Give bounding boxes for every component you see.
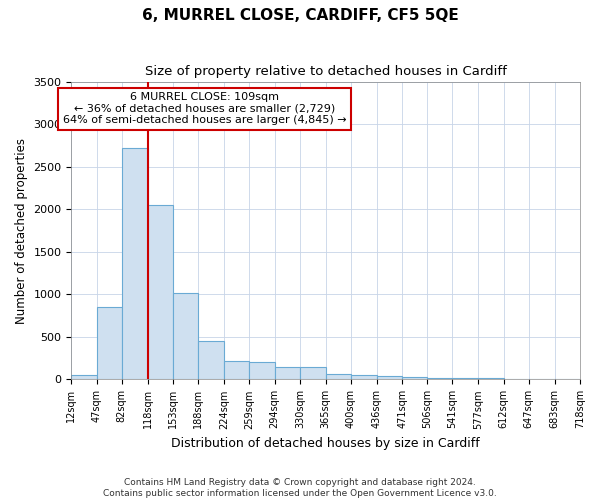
Bar [452,378,478,380]
Text: Contains HM Land Registry data © Crown copyright and database right 2024.
Contai: Contains HM Land Registry data © Crown c… [103,478,497,498]
Bar [555,379,580,380]
Text: 6 MURREL CLOSE: 109sqm
← 36% of detached houses are smaller (2,729)
64% of semi-: 6 MURREL CLOSE: 109sqm ← 36% of detached… [63,92,346,126]
Bar [97,307,122,380]
Bar [275,367,301,380]
Bar [503,378,529,380]
Bar [427,378,452,380]
Bar [198,341,224,380]
Bar [71,375,97,380]
Bar [122,148,148,380]
X-axis label: Distribution of detached houses by size in Cardiff: Distribution of detached houses by size … [172,437,480,450]
Bar [326,374,351,380]
Bar [402,377,427,380]
Title: Size of property relative to detached houses in Cardiff: Size of property relative to detached ho… [145,65,506,78]
Bar [250,362,275,380]
Bar [148,205,173,380]
Y-axis label: Number of detached properties: Number of detached properties [15,138,28,324]
Bar [173,292,198,380]
Bar [478,378,503,380]
Bar [377,376,402,380]
Bar [301,367,326,380]
Bar [351,375,377,380]
Bar [529,379,555,380]
Bar [224,360,250,380]
Text: 6, MURREL CLOSE, CARDIFF, CF5 5QE: 6, MURREL CLOSE, CARDIFF, CF5 5QE [142,8,458,22]
